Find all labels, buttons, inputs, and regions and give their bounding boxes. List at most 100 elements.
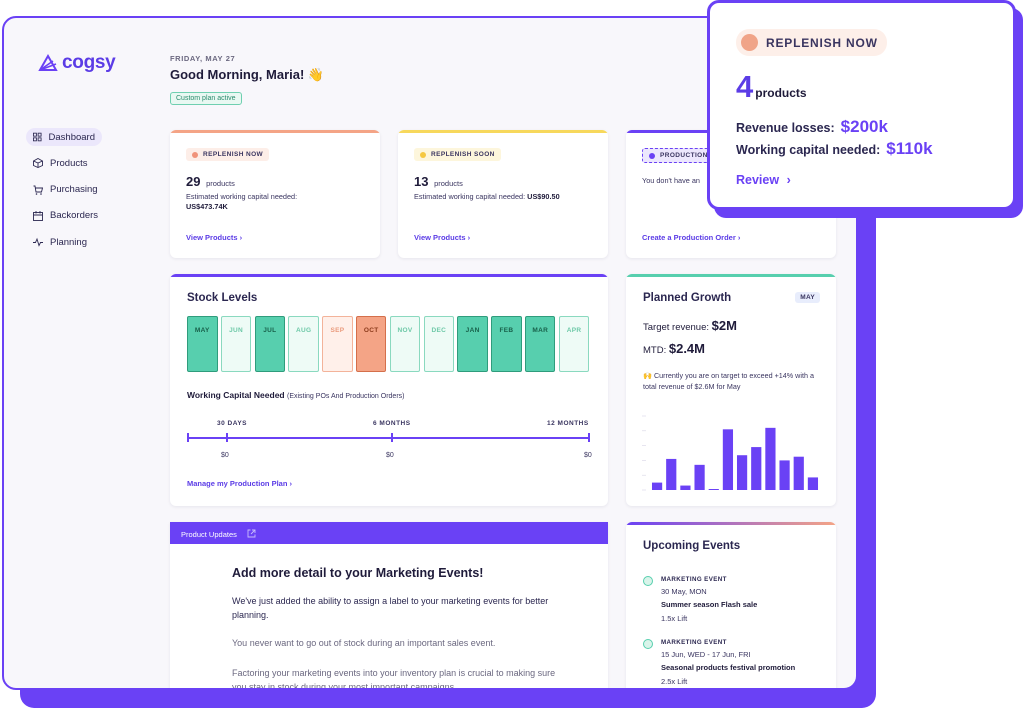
chart-bar <box>751 447 762 490</box>
sidebar-item-planning[interactable]: Planning <box>26 233 146 251</box>
chart-bar <box>708 489 719 490</box>
stock-levels-card: Stock Levels MAY JUN JUL AUG SEP OCT NOV… <box>170 274 608 506</box>
replenish-soon-card: REPLENISH SOON 13 products Estimated wor… <box>398 130 608 258</box>
mtd-revenue: MTD: $2.4M <box>643 341 705 356</box>
month-cell[interactable]: NOV <box>389 316 421 372</box>
timeline-tick <box>226 433 228 442</box>
update-paragraph: We've just added the ability to assign a… <box>232 596 549 620</box>
sidebar-item-label: Products <box>50 157 88 169</box>
month-cell[interactable]: APR <box>558 316 590 372</box>
target-revenue: Target revenue: $2M <box>643 318 737 333</box>
timeline-tick <box>187 433 189 442</box>
events-title: Upcoming Events <box>643 540 741 552</box>
card-accent <box>398 130 608 133</box>
sidebar-item-dashboard[interactable]: Dashboard <box>26 128 102 146</box>
timeline-label: 30 DAYS <box>217 420 247 427</box>
event-date: 15 Jun, WED - 17 Jun, FRI <box>661 650 751 659</box>
chart-bar <box>651 482 663 490</box>
chevron-right-icon: › <box>786 173 791 187</box>
sidebar-item-label: Dashboard <box>48 131 95 143</box>
status-badge: REPLENISH NOW <box>186 148 270 161</box>
sidebar-item-backorders[interactable]: Backorders <box>26 207 146 225</box>
popup-product-count: 4 products <box>736 69 807 104</box>
chart-bar <box>793 456 804 490</box>
planned-growth-card: Planned Growth MAY Target revenue: $2M M… <box>626 274 836 506</box>
month-cell[interactable]: SEP <box>322 316 353 372</box>
plan-badge: Custom plan active <box>170 92 242 105</box>
event-kind: MARKETING EVENT <box>661 639 727 646</box>
chart-bar <box>680 485 691 490</box>
chevron-right-icon: › <box>239 233 243 242</box>
brand-name: cogsy <box>62 52 116 73</box>
status-dot <box>649 152 655 159</box>
month-tag: MAY <box>795 292 820 303</box>
status-label: REPLENISH SOON <box>431 151 495 158</box>
chart-bar <box>694 464 705 490</box>
card-accent <box>626 522 836 525</box>
review-button[interactable]: Review › <box>736 173 791 187</box>
cart-icon <box>33 185 43 195</box>
month-cell[interactable]: JUL <box>254 316 286 372</box>
update-paragraph: Factoring your marketing events into you… <box>232 668 556 690</box>
revenue-bar-chart <box>642 415 819 491</box>
chart-bar <box>779 460 790 490</box>
replenish-now-popup: REPLENISH NOW 4 products Revenue losses: $… <box>707 0 1016 210</box>
view-products-link[interactable]: View Products › <box>186 233 243 242</box>
product-updates-card: Product Updates Add more detail to your … <box>170 522 608 690</box>
revenue-losses: Revenue losses: $200k <box>736 117 888 136</box>
sidebar-item-label: Planning <box>50 236 87 248</box>
status-label: PRODUCTION O <box>660 152 716 159</box>
month-cell[interactable]: MAY <box>187 316 218 372</box>
status-label: REPLENISH NOW <box>203 151 264 158</box>
status-badge: PRODUCTION O <box>642 148 723 163</box>
month-cell[interactable]: MAR <box>524 316 556 372</box>
stock-levels-title: Stock Levels <box>187 292 258 304</box>
planned-growth-title: Planned Growth <box>643 292 732 304</box>
event-kind: MARKETING EVENT <box>661 576 727 583</box>
sidebar-item-products[interactable]: Products <box>26 154 146 172</box>
cogsy-logo-icon <box>38 54 58 71</box>
grid-icon <box>33 132 42 142</box>
upcoming-events-card: Upcoming Events MARKETING EVENT 30 May, … <box>626 522 836 688</box>
view-products-link[interactable]: View Products › <box>414 233 471 242</box>
status-dot <box>420 151 426 158</box>
external-link-icon[interactable] <box>247 529 256 538</box>
growth-note: 🙌 Currently you are on target to exceed … <box>643 371 814 391</box>
month-cell[interactable]: FEB <box>491 316 522 372</box>
calendar-icon <box>643 576 653 586</box>
card-accent <box>626 274 836 277</box>
sidebar-item-label: Backorders <box>50 210 99 222</box>
status-dot <box>741 34 758 51</box>
logo[interactable]: cogsy <box>38 52 116 74</box>
timeline-value: $0 <box>386 452 394 459</box>
event-name: Summer season Flash sale <box>661 600 758 609</box>
chart-bar <box>807 477 819 490</box>
chart-bar <box>722 429 734 490</box>
status-dot <box>192 151 198 158</box>
sidebar-item-purchasing[interactable]: Purchasing <box>26 181 146 199</box>
chevron-right-icon: › <box>289 479 293 488</box>
event-name: Seasonal products festival promotion <box>661 663 796 672</box>
manage-production-plan-link[interactable]: Manage my Production Plan › <box>187 479 293 488</box>
update-paragraph: You never want to go out of stock during… <box>232 638 496 648</box>
month-cell[interactable]: OCT <box>355 316 387 372</box>
timeline-label: 6 MONTHS <box>373 420 411 427</box>
greeting: Good Morning, Maria! 👋 <box>170 67 325 82</box>
chart-bar <box>765 427 776 490</box>
month-cell[interactable]: JUN <box>220 316 252 372</box>
event-date: 30 May, MON <box>661 587 707 596</box>
timeline-line <box>187 437 589 439</box>
month-cell[interactable]: JAN <box>457 316 488 372</box>
timeline-value: $0 <box>584 452 592 459</box>
month-cell[interactable]: DEC <box>423 316 455 372</box>
timeline-tick <box>391 433 393 442</box>
status-badge: REPLENISH NOW <box>736 29 887 56</box>
capital-note: Estimated working capital needed: US$90.… <box>414 192 560 201</box>
capital-note: Estimated working capital needed: US$473.… <box>186 192 298 211</box>
timeline-value: $0 <box>221 452 229 459</box>
month-grid: MAY JUN JUL AUG SEP OCT NOV DEC JAN FEB … <box>187 316 590 372</box>
sidebar-item-label: Purchasing <box>50 184 98 196</box>
month-cell[interactable]: AUG <box>288 316 319 372</box>
chart-bar <box>736 455 748 490</box>
create-production-order-link[interactable]: Create a Production Order › <box>642 233 741 242</box>
